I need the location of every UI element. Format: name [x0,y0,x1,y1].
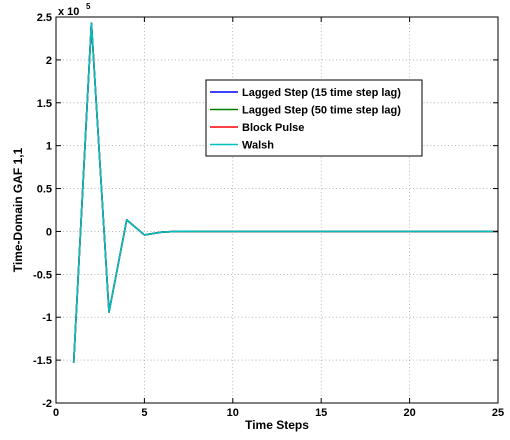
y-tick-label: 1.5 [37,98,52,110]
x-tick-label: 20 [403,407,415,419]
legend-box [205,79,423,157]
y-tick-label: -2 [42,398,52,410]
series-line [72,22,498,363]
x-tick-label: 10 [227,407,239,419]
series-lines [72,22,498,363]
y-tick-label: -0.5 [33,269,52,281]
legend: Lagged Step (15 time step lag) Lagged Ste… [205,79,423,157]
y-tick-label: 1 [46,141,52,153]
axis-ticks: 0 5 10 15 20 25 -2 -1.5 -1 -0.5 0 0.5 1 1.5 2 2.5 [33,12,504,419]
x-tick-label: 0 [53,407,59,419]
x-axis-label: Time Steps [245,418,309,432]
y-tick-label: 0.5 [37,184,52,196]
series-line [72,22,498,363]
y-multiplier-base: x 10 [58,6,79,18]
x-tick-label: 5 [141,407,147,419]
legend-entry: Block Pulse [242,122,304,134]
y-tick-label: 2 [46,55,52,67]
plot-frame [55,16,499,404]
y-multiplier: x 10 5 [58,2,91,18]
y-multiplier-exponent: 5 [86,2,91,11]
y-tick-label: 2.5 [37,12,52,24]
y-axis-label: Time-Domain GAF 1,1 [11,147,25,272]
grid-lines [56,17,498,403]
y-tick-label: -1.5 [33,355,52,367]
x-tick-label: 15 [315,407,327,419]
legend-entry: Lagged Step (50 time step lag) [242,105,401,117]
y-tick-label: -1 [42,312,52,324]
x-tick-label: 25 [492,407,504,419]
y-tick-label: 0 [46,226,52,238]
series-line [72,22,498,363]
legend-entry: Walsh [242,140,274,152]
series-line [72,22,498,363]
legend-entry: Lagged Step (15 time step lag) [242,87,401,99]
